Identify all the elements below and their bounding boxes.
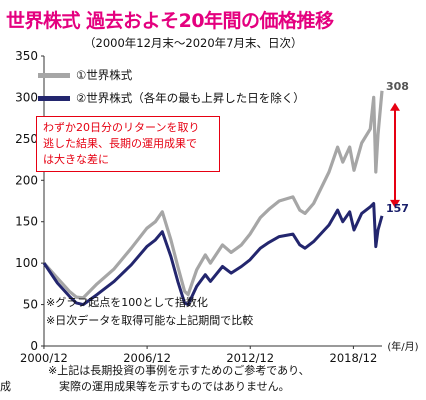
x-tick-label: 2012/12 <box>226 351 274 365</box>
y-tick-label: 200 <box>15 173 38 187</box>
chart-axes: 0 50 100 150 200 250 300 350 2000/12 2006/12 2012/… <box>15 49 419 365</box>
series-line-2 <box>42 202 384 307</box>
y-tick-label: 50 <box>23 298 38 312</box>
end-label-series1: 308 <box>386 80 409 93</box>
callout-line-3: は大きな差に <box>43 153 109 166</box>
y-tick-label: 0 <box>30 339 38 353</box>
chart-lines <box>42 90 384 307</box>
y-tick-label: 100 <box>15 256 38 270</box>
footer-edge-char: 成 <box>0 380 11 393</box>
legend-item-series1: ①世界株式 <box>38 67 132 83</box>
note-period: ※日次データを取得可能な上記期間で比較 <box>46 314 254 327</box>
legend-swatch-series2 <box>38 96 70 101</box>
legend-item-series2: ②世界株式（各年の最も上昇した日を除く） <box>38 90 305 106</box>
y-tick-label: 350 <box>15 49 38 63</box>
y-tick-label: 300 <box>15 90 38 104</box>
callout-box: わずか20日分のリターンを取り 逃した結果、長期の運用成果で は大きな差に <box>36 116 220 172</box>
footer-line-1: ※上記は長期投資の事例を示すためのご参考であり、 <box>48 364 310 377</box>
x-tick-label: 2018/12 <box>330 351 378 365</box>
end-label-series2: 157 <box>386 202 409 215</box>
legend-label-series1: ①世界株式 <box>76 68 133 82</box>
chart-subtitle: （2000年12月末～2020年7月末、日次） <box>84 36 303 50</box>
arrow-head-down <box>390 199 400 208</box>
y-tick-label: 150 <box>15 215 38 229</box>
series-line-1 <box>42 90 384 300</box>
x-tick-label: 2000/12 <box>20 351 68 365</box>
y-tick-label: 250 <box>15 132 38 146</box>
legend-label-series2: ②世界株式（各年の最も上昇した日を除く） <box>76 91 305 105</box>
callout-line-2: 逃した結果、長期の運用成果で <box>43 137 197 150</box>
x-tick-label: 2006/12 <box>123 351 171 365</box>
difference-arrow <box>390 102 400 208</box>
legend-swatch-series1 <box>38 73 70 78</box>
arrow-head-up <box>390 102 400 111</box>
chart-title: 世界株式 過去およそ20年間の価格推移 <box>6 10 334 32</box>
footer-line-2: 実際の運用成果等を示すものではありません。 <box>48 380 290 393</box>
note-indexing: ※グラフ起点を100として指数化 <box>46 296 208 309</box>
x-axis-unit: (年/月) <box>387 340 418 353</box>
callout-line-1: わずか20日分のリターンを取り <box>43 121 200 134</box>
